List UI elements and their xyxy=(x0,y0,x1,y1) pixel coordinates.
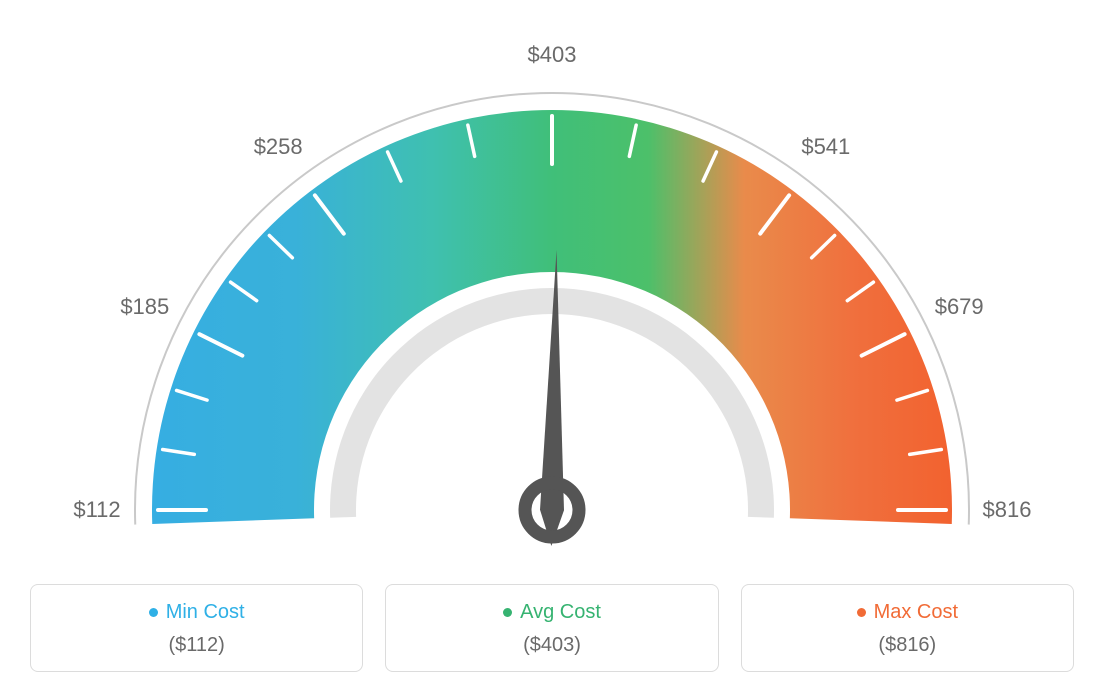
gauge-tick-label: $258 xyxy=(254,134,303,160)
max-cost-dot-icon xyxy=(857,608,866,617)
cost-summary-cards: Min Cost ($112) Avg Cost ($403) Max Cost… xyxy=(30,584,1074,672)
gauge-tick-label: $112 xyxy=(73,497,120,523)
max-cost-card: Max Cost ($816) xyxy=(741,584,1074,672)
gauge-tick-label: $816 xyxy=(983,497,1032,523)
max-cost-value: ($816) xyxy=(752,634,1063,657)
min-cost-value: ($112) xyxy=(41,634,352,657)
avg-cost-dot-icon xyxy=(503,608,512,617)
min-cost-title: Min Cost xyxy=(149,601,245,624)
gauge-tick-label: $541 xyxy=(801,134,850,160)
gauge-tick-label: $679 xyxy=(935,294,984,320)
max-cost-label: Max Cost xyxy=(874,601,958,624)
cost-gauge-chart: $112 $185 $258 $403 $541 $679 $816 xyxy=(0,0,1104,560)
min-cost-card: Min Cost ($112) xyxy=(30,584,363,672)
min-cost-dot-icon xyxy=(149,608,158,617)
avg-cost-value: ($403) xyxy=(396,634,707,657)
min-cost-label: Min Cost xyxy=(166,601,245,624)
gauge-svg xyxy=(0,0,1104,560)
avg-cost-title: Avg Cost xyxy=(503,601,601,624)
max-cost-title: Max Cost xyxy=(857,601,958,624)
avg-cost-label: Avg Cost xyxy=(520,601,601,624)
avg-cost-card: Avg Cost ($403) xyxy=(385,584,718,672)
gauge-tick-label: $185 xyxy=(120,294,169,320)
gauge-tick-label: $403 xyxy=(528,42,577,68)
